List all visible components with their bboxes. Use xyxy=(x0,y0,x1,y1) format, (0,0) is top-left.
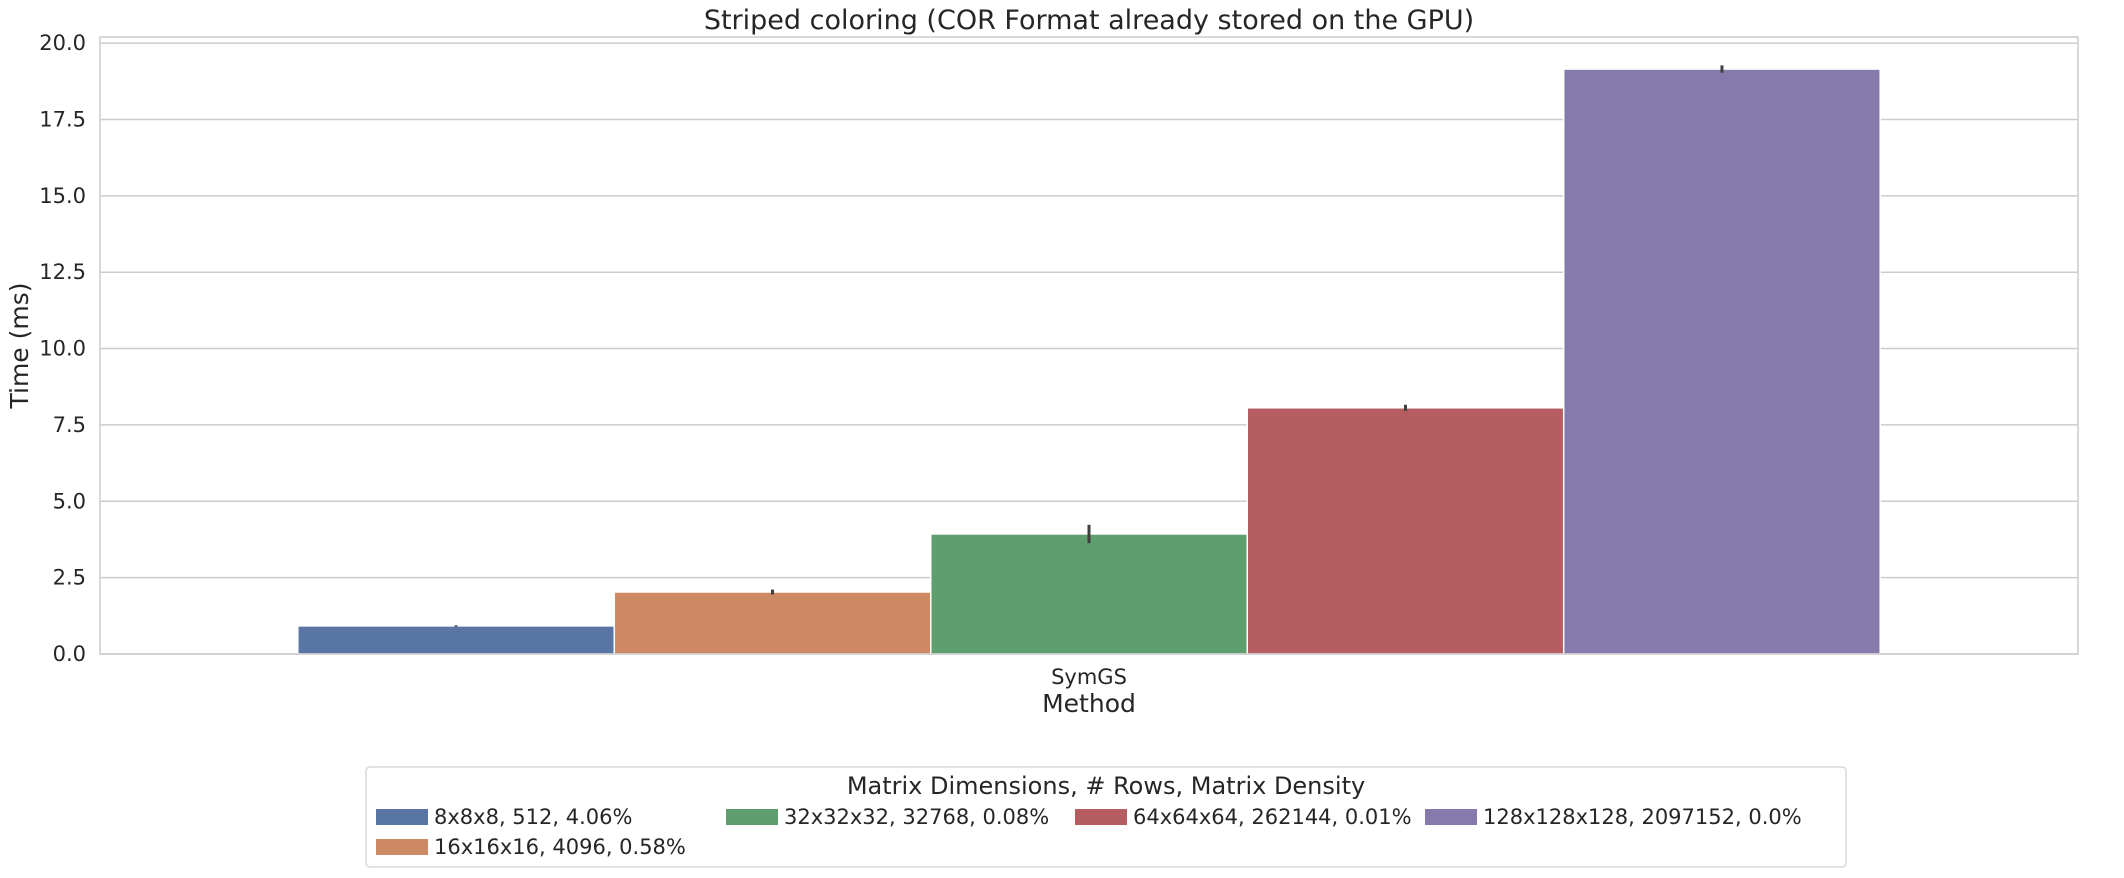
x-axis-title: Method xyxy=(1042,689,1136,718)
x-tick-label: SymGS xyxy=(1051,665,1127,689)
y-tick-label: 5.0 xyxy=(53,489,86,513)
bar-4 xyxy=(1246,407,1565,655)
y-tick-label: 17.5 xyxy=(39,107,86,131)
y-tick-label: 15.0 xyxy=(39,184,86,208)
legend-label-2: 16x16x16, 4096, 0.58% xyxy=(434,835,686,859)
y-tick-label: 0.0 xyxy=(53,642,86,666)
bar-5 xyxy=(1562,68,1881,655)
legend-swatch-3 xyxy=(726,809,778,825)
plot-frame xyxy=(99,36,2079,655)
bar-2 xyxy=(613,591,932,655)
legend-swatch-2 xyxy=(376,839,428,855)
y-tick-label: 7.5 xyxy=(53,413,86,437)
chart-title: Striped coloring (COR Format already sto… xyxy=(704,5,1474,36)
legend-swatch-5 xyxy=(1425,809,1477,825)
legend-label-3: 32x32x32, 32768, 0.08% xyxy=(784,805,1049,829)
bar-1 xyxy=(297,625,616,655)
bar-3 xyxy=(930,533,1248,655)
legend-label-4: 64x64x64, 262144, 0.01% xyxy=(1133,805,1412,829)
y-tick-label: 12.5 xyxy=(39,260,86,284)
y-tick-label: 10.0 xyxy=(39,337,86,361)
legend-label-5: 128x128x128, 2097152, 0.0% xyxy=(1483,805,1802,829)
legend-label-1: 8x8x8, 512, 4.06% xyxy=(434,805,632,829)
legend-title: Matrix Dimensions, # Rows, Matrix Densit… xyxy=(847,772,1365,800)
bars xyxy=(297,68,1881,655)
legend: Matrix Dimensions, # Rows, Matrix Densit… xyxy=(365,766,1847,868)
legend-swatch-4 xyxy=(1075,809,1127,825)
grid-lines xyxy=(100,42,2078,655)
y-tick-label: 2.5 xyxy=(53,566,86,590)
error-bars xyxy=(454,65,1724,627)
legend-swatch-1 xyxy=(376,809,428,825)
y-tick-label: 20.0 xyxy=(39,31,86,55)
y-axis-title: Time (ms) xyxy=(5,282,34,409)
y-axis-ticks: 0.0 2.5 5.0 7.5 10.0 12.5 15.0 17.5 20.0 xyxy=(39,31,86,666)
legend-items: 8x8x8, 512, 4.06% 16x16x16, 4096, 0.58% 32… xyxy=(376,805,1802,859)
x-axis-ticks: SymGS xyxy=(1051,665,1127,689)
